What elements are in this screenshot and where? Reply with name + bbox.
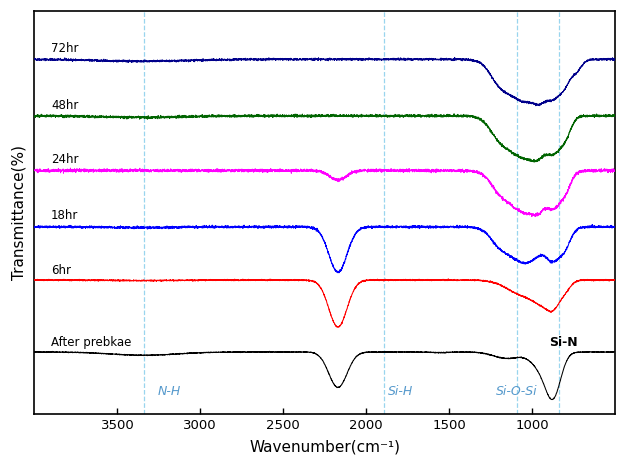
- Text: 6hr: 6hr: [51, 264, 71, 277]
- Text: 72hr: 72hr: [51, 42, 78, 55]
- Text: N-H: N-H: [157, 384, 180, 397]
- Text: After prebkae: After prebkae: [51, 336, 131, 350]
- X-axis label: Wavenumber(cm⁻¹): Wavenumber(cm⁻¹): [249, 440, 400, 455]
- Text: 48hr: 48hr: [51, 99, 78, 112]
- Text: Si-O-Si: Si-O-Si: [496, 384, 538, 397]
- Text: 24hr: 24hr: [51, 153, 78, 166]
- Y-axis label: Transmittance(%): Transmittance(%): [11, 145, 26, 280]
- Text: 18hr: 18hr: [51, 210, 78, 222]
- Text: Si-N: Si-N: [550, 336, 578, 350]
- Text: Si-H: Si-H: [387, 384, 413, 397]
